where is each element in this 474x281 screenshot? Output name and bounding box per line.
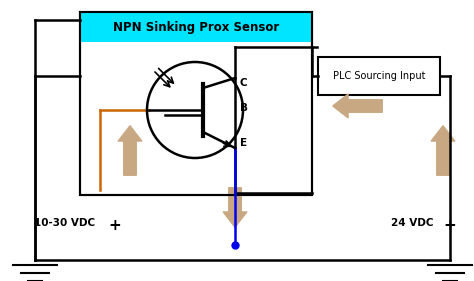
- Bar: [318, 57, 440, 95]
- Bar: [80, 12, 312, 195]
- Bar: [80, 12, 312, 195]
- Text: C: C: [240, 78, 247, 88]
- Text: +: +: [444, 218, 456, 233]
- Text: +: +: [109, 218, 121, 233]
- Text: 10-30 VDC: 10-30 VDC: [35, 218, 96, 228]
- Text: E: E: [240, 138, 247, 148]
- Text: 24 VDC: 24 VDC: [391, 218, 433, 228]
- Text: NPN Sinking Prox Sensor: NPN Sinking Prox Sensor: [113, 21, 279, 33]
- Text: PLC Sourcing Input: PLC Sourcing Input: [333, 71, 425, 81]
- Text: B: B: [240, 103, 248, 113]
- Bar: [80, 12, 312, 42]
